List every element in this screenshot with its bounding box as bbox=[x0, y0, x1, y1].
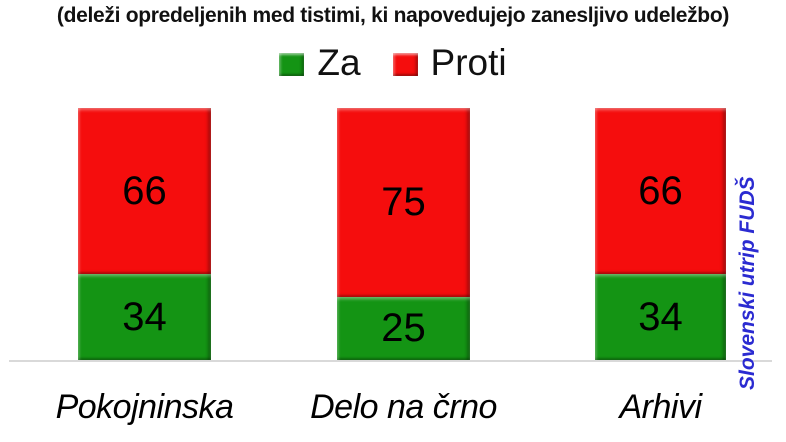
x-axis-line bbox=[9, 360, 772, 362]
category-label-3: Arhivi bbox=[619, 388, 702, 426]
value-label-za: 25 bbox=[381, 306, 426, 350]
legend-swatch-za bbox=[279, 52, 305, 76]
value-label-za: 34 bbox=[638, 294, 683, 339]
plot-area: 66 34 75 25 66 34 bbox=[0, 108, 786, 362]
legend-item-za: Za bbox=[279, 42, 361, 83]
category-label-1: Pokojninska bbox=[55, 388, 234, 426]
bar-segment-proti: 75 bbox=[337, 108, 470, 297]
bar-segment-za: 34 bbox=[595, 274, 726, 360]
legend-item-proti: Proti bbox=[392, 42, 507, 83]
chart-subtitle: (deleži opredeljenih med tistimi, ki nap… bbox=[56, 4, 730, 27]
bar-1: 66 34 bbox=[78, 108, 211, 360]
chart-legend: Za Proti bbox=[0, 44, 786, 81]
bar-segment-proti: 66 bbox=[595, 108, 726, 274]
bar-2: 75 25 bbox=[337, 108, 470, 360]
watermark-vertical-text: Slovenski utrip FUDŠ bbox=[736, 176, 759, 390]
legend-swatch-proti bbox=[392, 52, 418, 76]
legend-label-za: Za bbox=[317, 42, 361, 83]
legend-label-proti: Proti bbox=[430, 42, 507, 83]
value-label-za: 34 bbox=[122, 294, 167, 339]
value-label-proti: 66 bbox=[638, 168, 683, 213]
value-label-proti: 66 bbox=[122, 168, 167, 213]
bar-3: 66 34 bbox=[595, 108, 726, 360]
value-label-proti: 75 bbox=[381, 180, 426, 224]
bar-segment-za: 25 bbox=[337, 297, 470, 360]
category-label-2: Delo na črno bbox=[310, 388, 497, 426]
bar-segment-za: 34 bbox=[78, 274, 211, 360]
bar-segment-proti: 66 bbox=[78, 108, 211, 274]
